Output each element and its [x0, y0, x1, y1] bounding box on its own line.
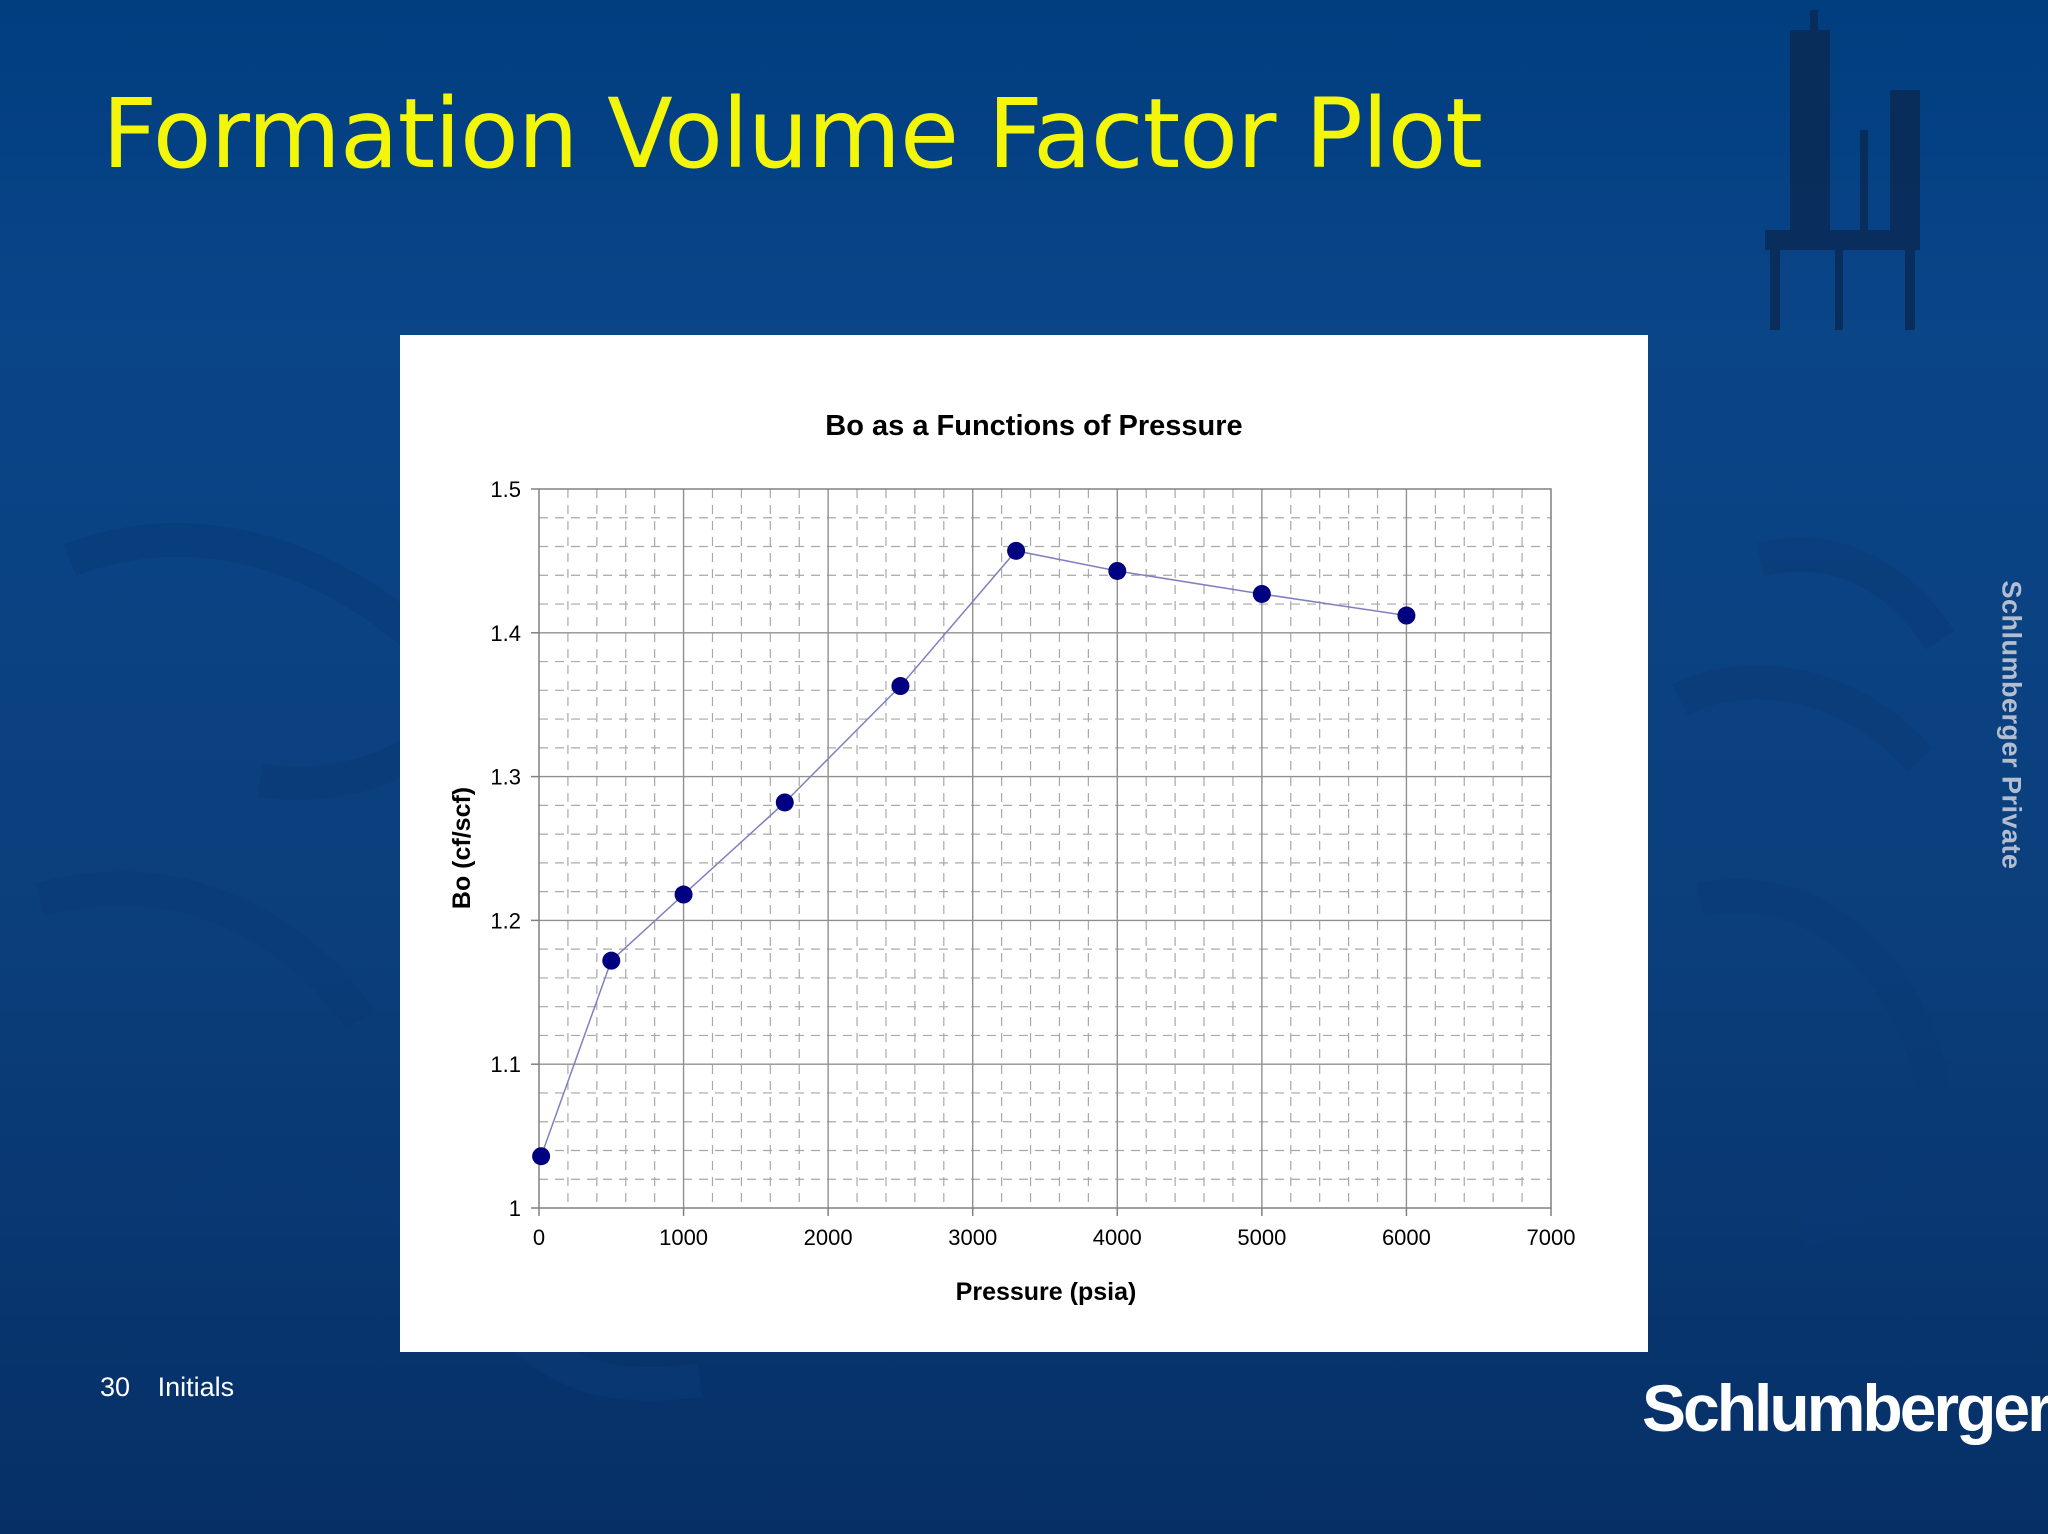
y-tick-label: 1.1 [490, 1052, 521, 1077]
y-tick-label: 1.4 [490, 621, 521, 646]
data-point [1007, 541, 1026, 560]
company-logo: Schlumberger [1642, 1371, 2048, 1445]
y-tick-label: 1.5 [490, 477, 521, 502]
slide-title: Formation Volume Factor Plot [102, 78, 1483, 190]
y-axis-ticks: 1 1.1 1.2 1.3 1.4 1.5 [490, 477, 539, 1221]
y-axis-label: Bo (cf/scf) [448, 787, 476, 909]
chart-panel: Bo as a Functions of Pressure 0 1000 2000 3… [400, 335, 1648, 1352]
slide-footer: 30 Initials [100, 1372, 234, 1403]
x-tick-label: 3000 [948, 1225, 997, 1250]
data-point [602, 951, 621, 970]
y-tick-label: 1 [509, 1196, 521, 1221]
footer-initials: Initials [157, 1372, 235, 1402]
x-tick-label: 2000 [804, 1225, 853, 1250]
data-point [1108, 561, 1127, 580]
classification-label: Schlumberger Private [1996, 580, 2027, 870]
data-point [1252, 584, 1271, 603]
x-tick-label: 6000 [1382, 1225, 1431, 1250]
x-axis-label: Pressure (psia) [956, 1278, 1137, 1306]
x-axis-ticks: 0 1000 2000 3000 4000 5000 6000 7000 [533, 1208, 1576, 1250]
data-point [891, 677, 910, 696]
slide-number: 30 [100, 1372, 131, 1402]
chart: Bo as a Functions of Pressure 0 1000 2000 3… [448, 410, 1576, 1306]
x-tick-label: 1000 [659, 1225, 708, 1250]
minor-gridlines [539, 489, 1551, 1208]
chart-title: Bo as a Functions of Pressure [825, 410, 1242, 442]
data-point [1397, 606, 1416, 625]
x-tick-label: 7000 [1527, 1225, 1576, 1250]
x-tick-label: 5000 [1237, 1225, 1286, 1250]
data-point [532, 1147, 551, 1166]
data-point [674, 885, 693, 904]
y-tick-label: 1.3 [490, 765, 521, 790]
series-line [540, 550, 1407, 1157]
x-tick-label: 0 [533, 1225, 545, 1250]
oil-rig-silhouette [1765, 10, 1920, 330]
y-tick-label: 1.2 [490, 908, 521, 933]
x-tick-label: 4000 [1093, 1225, 1142, 1250]
data-point [775, 793, 794, 812]
plot-area-frame [538, 488, 1552, 1209]
data-series [532, 541, 1416, 1166]
major-gridlines [539, 489, 1551, 1208]
